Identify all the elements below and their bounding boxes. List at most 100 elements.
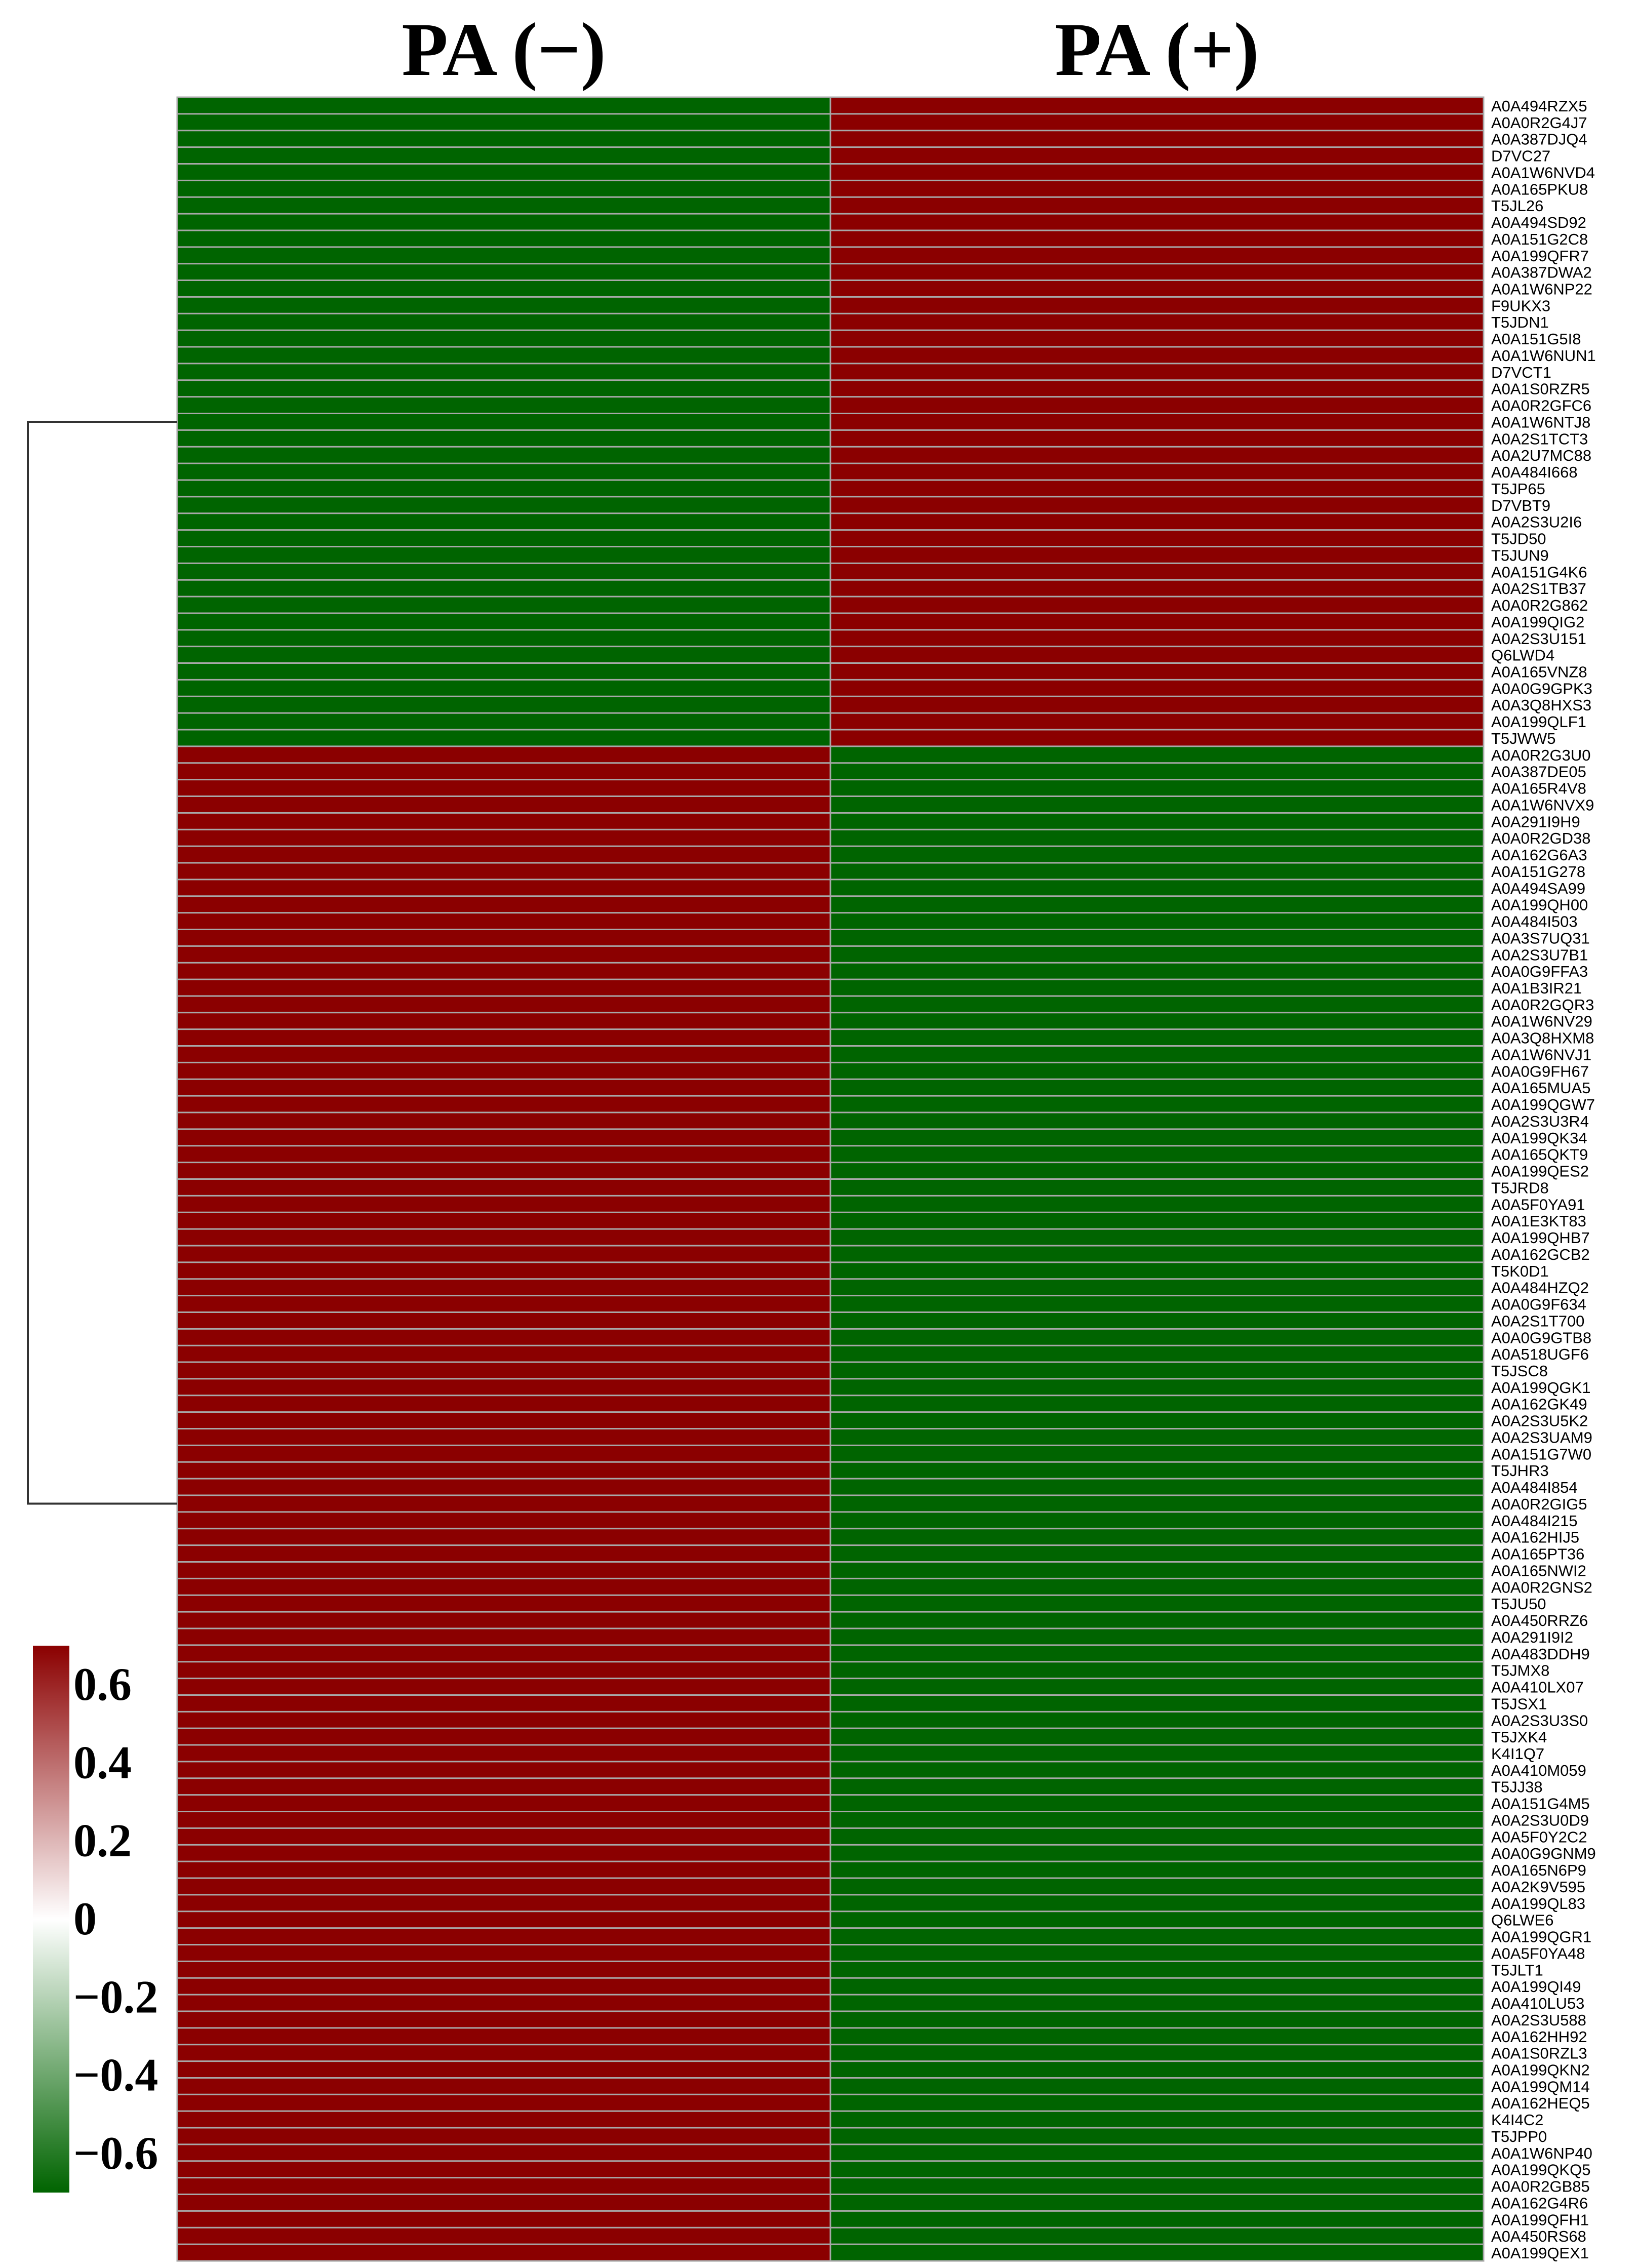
- heatmap-cell: [177, 180, 830, 197]
- heatmap-cell: [830, 763, 1484, 780]
- heatmap-cell: [830, 496, 1484, 513]
- heatmap-cell: [177, 779, 830, 797]
- heatmap-cell: [830, 896, 1484, 913]
- heatmap-cell: [830, 1329, 1484, 1346]
- row-label: Q6LWD4: [1491, 647, 1554, 664]
- heatmap-cell: [830, 1412, 1484, 1429]
- legend-tick-label: 0.6: [73, 1658, 132, 1710]
- color-legend: 0.6 0.4 0.2 0 −0.2 −0.4 −0.6: [33, 1646, 158, 2193]
- heatmap-cell: [177, 680, 830, 697]
- row-label: A0A162HH92: [1491, 2028, 1587, 2046]
- heatmap-cell: [177, 1129, 830, 1146]
- heatmap-cell: [830, 596, 1484, 613]
- heatmap-cell: [177, 646, 830, 663]
- row-label: A0A2S1T700: [1491, 1312, 1584, 1330]
- heatmap-cell: [830, 1661, 1484, 1679]
- row-label: A0A387DE05: [1491, 763, 1586, 781]
- row-label: Q6LWE6: [1491, 1912, 1553, 1929]
- row-label: A0A199QKQ5: [1491, 2161, 1590, 2179]
- heatmap-cell: [177, 1845, 830, 1862]
- row-label: A0A199QKN2: [1491, 2061, 1590, 2079]
- heatmap-cell: [177, 1096, 830, 1113]
- heatmap-cell: [830, 1345, 1484, 1363]
- heatmap-cell: [177, 513, 830, 530]
- heatmap-cell: [830, 2027, 1484, 2045]
- heatmap-cell: [177, 147, 830, 164]
- heatmap-cell: [830, 1012, 1484, 1029]
- heatmap-cell: [177, 946, 830, 963]
- row-label: A0A199QIG2: [1491, 613, 1584, 631]
- heatmap-cell: [830, 563, 1484, 580]
- heatmap-cell: [830, 2177, 1484, 2195]
- row-separators: [176, 96, 1485, 2262]
- heatmap-cell: [830, 1279, 1484, 1296]
- heatmap-cell: [177, 1279, 830, 1296]
- heatmap-cell: [177, 1695, 830, 1712]
- heatmap-cell: [177, 130, 830, 147]
- row-label: A0A199QGW7: [1491, 1096, 1595, 1113]
- row-label: A0A0G9GPK3: [1491, 680, 1592, 697]
- row-label: A0A387DJQ4: [1491, 131, 1587, 148]
- heatmap-cell: [177, 596, 830, 613]
- heatmap-cell: [177, 197, 830, 214]
- row-label: F9UKX3: [1491, 297, 1550, 314]
- heatmap-cell: [830, 1911, 1484, 1928]
- row-label: A0A3Q8HXM8: [1491, 1029, 1594, 1047]
- heatmap-cell: [830, 879, 1484, 896]
- heatmap-cell: [177, 979, 830, 996]
- heatmap-cell: [830, 1262, 1484, 1279]
- row-label: A0A199QHB7: [1491, 1229, 1590, 1247]
- row-label: D7VBT9: [1491, 497, 1550, 514]
- heatmap-cell: [177, 1678, 830, 1695]
- heatmap-cell: [830, 1745, 1484, 1762]
- heatmap-cell: [830, 1511, 1484, 1529]
- heatmap-cell: [177, 629, 830, 647]
- row-label: A0A291I9H9: [1491, 813, 1580, 830]
- heatmap-cell: [177, 996, 830, 1013]
- heatmap-cell: [830, 480, 1484, 497]
- row-label: A0A2S3UAM9: [1491, 1428, 1592, 1446]
- row-label: D7VC27: [1491, 147, 1550, 165]
- heatmap-cell: [830, 2227, 1484, 2245]
- heatmap-cell: [830, 347, 1484, 364]
- row-label: A0A5F0YA91: [1491, 1196, 1585, 1213]
- row-label: A0A151G2C8: [1491, 230, 1588, 248]
- row-label: A0A151G278: [1491, 863, 1585, 881]
- heatmap-cell: [830, 1562, 1484, 1579]
- heatmap-cell: [830, 1245, 1484, 1262]
- heatmap-cell: [177, 1412, 830, 1429]
- heatmap-cell: [177, 2061, 830, 2078]
- heatmap-cell: [177, 230, 830, 247]
- heatmap-cell: [830, 813, 1484, 830]
- heatmap-cell: [830, 380, 1484, 397]
- row-label: A0A494SD92: [1491, 214, 1586, 231]
- heatmap-cell: [177, 2144, 830, 2161]
- heatmap-cell: [830, 1811, 1484, 1828]
- heatmap-cell: [830, 2211, 1484, 2228]
- row-label: A0A0R2GNS2: [1491, 1578, 1592, 1596]
- row-label: T5JJ38: [1491, 1778, 1543, 1796]
- heatmap-cell: [830, 297, 1484, 314]
- heatmap-cell: [830, 613, 1484, 630]
- row-label: T5JSC8: [1491, 1362, 1548, 1380]
- heatmap-cell: [830, 1162, 1484, 1179]
- heatmap-cell: [830, 263, 1484, 281]
- heatmap-cell: [830, 1645, 1484, 1662]
- heatmap-cell: [177, 746, 830, 763]
- heatmap-cell: [177, 2078, 830, 2095]
- heatmap-cell: [177, 413, 830, 430]
- heatmap-cell: [830, 1179, 1484, 1196]
- heatmap-cell: [830, 1628, 1484, 1645]
- heatmap-cell: [830, 779, 1484, 797]
- heatmap-cell: [830, 2061, 1484, 2078]
- heatmap-cell: [177, 1578, 830, 1596]
- heatmap-cell: [177, 113, 830, 131]
- heatmap-cell: [177, 2161, 830, 2178]
- heatmap-cell: [830, 147, 1484, 164]
- heatmap-cell: [177, 1329, 830, 1346]
- row-label: A0A450RS68: [1491, 2227, 1586, 2245]
- row-label: A0A0R2GB85: [1491, 2178, 1590, 2196]
- heatmap-cell: [177, 1628, 830, 1645]
- heatmap-cell: [830, 1861, 1484, 1879]
